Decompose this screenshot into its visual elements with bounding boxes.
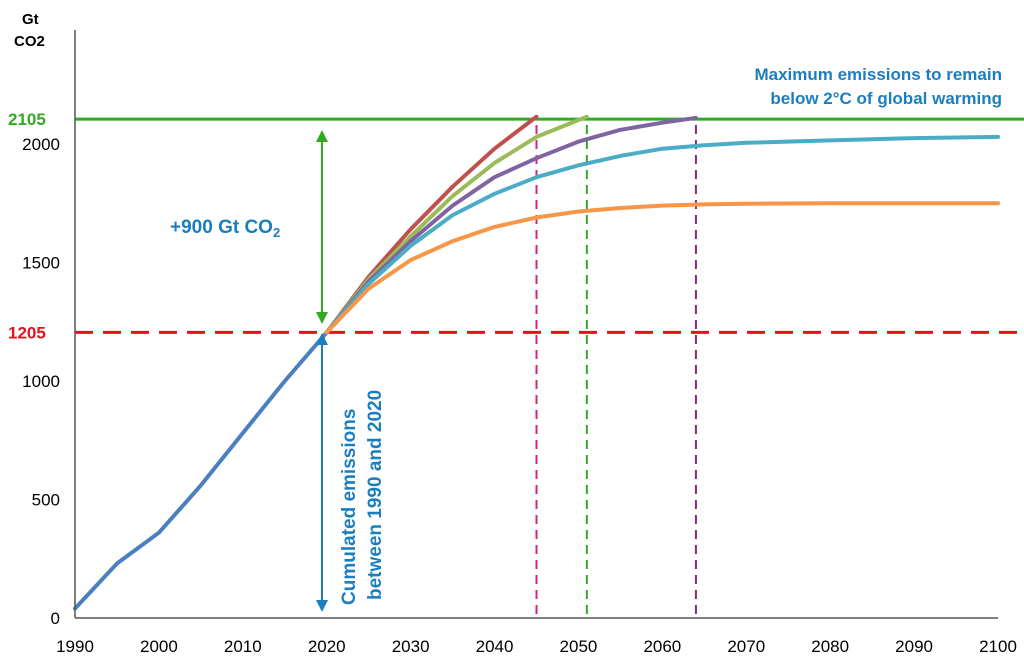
reference-label-1205: 1205 xyxy=(8,323,46,342)
x-tick-label-2050: 2050 xyxy=(560,637,598,656)
series-line-3 xyxy=(324,114,589,335)
y-tick-label-1500: 1500 xyxy=(22,254,60,273)
budget-label: +900 Gt CO2 xyxy=(170,217,280,240)
x-tick-label-1990: 1990 xyxy=(56,637,94,656)
series-line-1 xyxy=(73,330,329,611)
labels: Gt CO2 2105 1205 1990 2000 2010 2020 2030 2040 2… xyxy=(8,11,1017,656)
x-tick-label-2100: 2100 xyxy=(979,637,1017,656)
y-tick-label-0: 0 xyxy=(51,609,60,628)
y-tick-label-2000: 2000 xyxy=(22,135,60,154)
reference-label-2105: 2105 xyxy=(8,110,46,129)
series-line-6 xyxy=(324,201,1000,335)
cumulated-arrow-head-top xyxy=(316,333,328,345)
annotations: +900 Gt CO2 Cumulated emissions between … xyxy=(170,65,1002,612)
x-tick-label-2000: 2000 xyxy=(140,637,178,656)
x-tick-label-2060: 2060 xyxy=(643,637,681,656)
x-tick-label-2080: 2080 xyxy=(811,637,849,656)
limit-label-line1: Maximum emissions to remain xyxy=(754,65,1002,84)
reference-lines xyxy=(75,117,1024,618)
y-tick-label-500: 500 xyxy=(32,491,60,510)
series-line-5 xyxy=(324,134,1000,335)
series-layer xyxy=(73,114,1000,611)
y-tick-label-1000: 1000 xyxy=(22,372,60,391)
y-unit-line2: CO2 xyxy=(14,33,45,50)
x-tick-label-2030: 2030 xyxy=(392,637,430,656)
x-tick-label-2010: 2010 xyxy=(224,637,262,656)
x-tick-label-2040: 2040 xyxy=(476,637,514,656)
x-tick-label-2090: 2090 xyxy=(895,637,933,656)
series-line-4 xyxy=(324,115,698,335)
axes xyxy=(74,30,998,619)
limit-label-line2: below 2°C of global warming xyxy=(770,89,1002,108)
budget-arrow-head-bottom xyxy=(316,312,328,324)
cumulated-label-line2: between 1990 and 2020 xyxy=(365,390,386,600)
budget-label-subscript: 2 xyxy=(273,225,280,240)
x-tick-label-2020: 2020 xyxy=(308,637,346,656)
x-tick-label-2070: 2070 xyxy=(727,637,765,656)
cumulated-arrow-head-bottom xyxy=(316,600,328,612)
budget-arrow-head-top xyxy=(316,130,328,142)
cumulated-label-line1: Cumulated emissions xyxy=(339,409,360,605)
y-unit-line1: Gt xyxy=(22,11,39,28)
